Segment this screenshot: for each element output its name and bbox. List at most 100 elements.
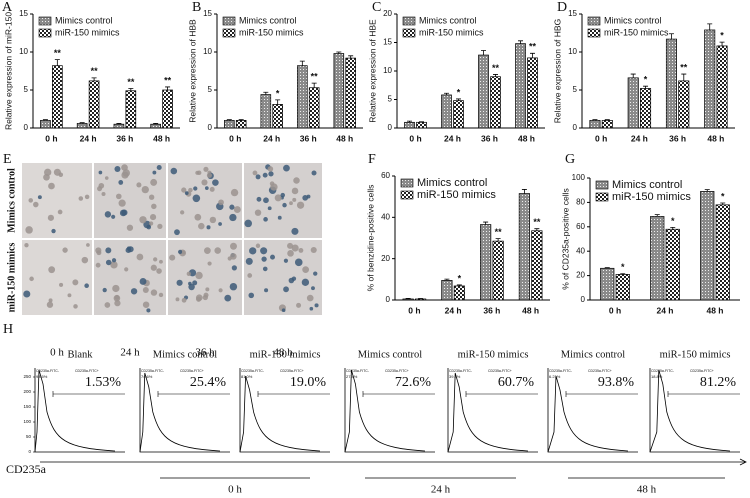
y-tick-label: 200 bbox=[23, 389, 31, 394]
significance: ** bbox=[311, 72, 319, 82]
cell bbox=[152, 170, 157, 175]
y-tick-label: 0 bbox=[386, 295, 391, 304]
panel-label: H bbox=[3, 322, 13, 337]
cell bbox=[263, 197, 269, 204]
cell bbox=[23, 290, 31, 298]
bar bbox=[531, 230, 543, 301]
bar bbox=[125, 90, 137, 129]
error-bar bbox=[456, 284, 462, 286]
legend-swatch bbox=[400, 190, 414, 200]
cell bbox=[192, 194, 201, 203]
cell bbox=[170, 167, 178, 175]
legend-swatch bbox=[222, 28, 236, 38]
cell bbox=[188, 187, 193, 193]
bar bbox=[490, 76, 501, 129]
y-tick-label: 100 bbox=[572, 173, 586, 182]
cell bbox=[311, 170, 317, 176]
error-bar bbox=[719, 41, 725, 46]
histogram-curve bbox=[344, 369, 426, 453]
cell bbox=[302, 194, 309, 201]
x-tick-label: 36 h bbox=[481, 133, 498, 143]
y-axis-label: Relative expression of HBB bbox=[187, 19, 197, 123]
cell bbox=[118, 199, 126, 207]
cell bbox=[146, 224, 152, 230]
error-bar bbox=[620, 273, 626, 275]
cell bbox=[194, 213, 202, 221]
cell bbox=[105, 259, 112, 266]
legend-swatch bbox=[400, 178, 414, 188]
y-axis-label: % of benzidine-positive cells bbox=[365, 185, 375, 292]
cell bbox=[29, 276, 34, 282]
cell bbox=[159, 259, 163, 264]
cell bbox=[150, 178, 158, 186]
error-bar bbox=[336, 51, 342, 54]
histogram-curve bbox=[139, 372, 221, 453]
y-tick-label: 150 bbox=[23, 404, 31, 409]
cell bbox=[104, 176, 109, 180]
cell bbox=[136, 182, 142, 188]
bar bbox=[615, 274, 630, 301]
bar bbox=[527, 57, 538, 129]
cell bbox=[281, 308, 286, 313]
y-tick-label: 40 bbox=[576, 246, 585, 255]
cell bbox=[212, 179, 219, 186]
error-bar bbox=[91, 77, 97, 81]
error-bar bbox=[54, 59, 60, 66]
column-label: 0 h bbox=[50, 347, 64, 359]
x-tick-label: 48 h bbox=[336, 133, 353, 143]
cell bbox=[296, 201, 305, 209]
cell bbox=[72, 279, 79, 286]
y-tick-label: 15 bbox=[19, 9, 28, 18]
significance: ** bbox=[91, 66, 99, 76]
cell bbox=[280, 192, 285, 198]
cell bbox=[139, 278, 147, 285]
x-tick-label: 48 h bbox=[518, 133, 535, 143]
cell bbox=[124, 267, 129, 272]
panel-label: F bbox=[368, 152, 376, 167]
cell bbox=[306, 294, 314, 302]
significance: * bbox=[671, 216, 675, 226]
error-bar bbox=[299, 60, 305, 66]
cell bbox=[101, 192, 106, 197]
y-tick-label: 20 bbox=[383, 9, 392, 18]
legend-label: miR-150 mimics bbox=[604, 27, 669, 37]
histogram-curve bbox=[547, 375, 629, 453]
cell bbox=[181, 250, 186, 255]
error-bar bbox=[495, 238, 501, 242]
bar bbox=[700, 191, 715, 301]
y-tick-label: 60 bbox=[576, 222, 585, 231]
bar bbox=[88, 80, 100, 129]
y-tick-label: 10 bbox=[19, 47, 28, 56]
gate-label: CD235a-FITC+ bbox=[75, 369, 99, 373]
y-tick-label: 0 bbox=[24, 123, 29, 132]
cell bbox=[121, 164, 128, 171]
cell bbox=[148, 194, 155, 200]
x-tick-label: 36 h bbox=[300, 133, 317, 143]
cell bbox=[260, 247, 268, 255]
cell bbox=[291, 244, 299, 252]
cell bbox=[111, 258, 117, 263]
bar bbox=[40, 120, 51, 129]
cell bbox=[255, 174, 261, 180]
cell bbox=[176, 279, 183, 286]
y-tick-label: 10 bbox=[568, 47, 577, 56]
cell bbox=[98, 182, 105, 189]
cell bbox=[112, 284, 120, 293]
cell bbox=[298, 247, 304, 253]
x-tick-label: 48 h bbox=[706, 305, 723, 315]
cell bbox=[206, 225, 211, 230]
bar bbox=[515, 43, 526, 129]
histogram-curve bbox=[239, 375, 321, 453]
cell bbox=[142, 287, 149, 293]
cell bbox=[48, 182, 55, 190]
significance: ** bbox=[54, 48, 62, 58]
significance: * bbox=[276, 88, 280, 98]
bar bbox=[640, 88, 652, 129]
histogram-title: miR-150 mimics bbox=[250, 349, 321, 360]
cell bbox=[289, 201, 293, 206]
cell bbox=[174, 229, 180, 236]
x-tick-label: 36 h bbox=[116, 133, 133, 143]
bar bbox=[716, 45, 728, 129]
y-tick-label: 0 bbox=[581, 295, 586, 304]
